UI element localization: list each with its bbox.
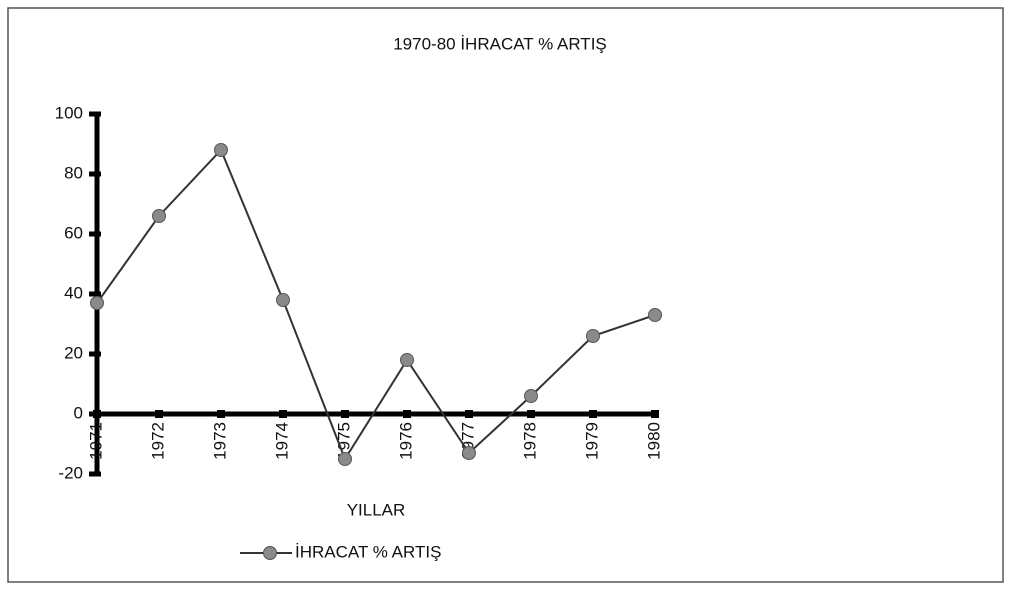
- y-tick-label: 60: [64, 223, 83, 242]
- x-tick: [217, 410, 225, 418]
- x-tick: [527, 410, 535, 418]
- y-tick-label: 0: [74, 403, 83, 422]
- x-tick: [341, 410, 349, 418]
- y-tick-label: 80: [64, 163, 83, 182]
- data-point: [152, 209, 166, 223]
- legend-marker: [263, 546, 277, 560]
- y-tick-label: 100: [55, 103, 83, 122]
- x-tick: [651, 410, 659, 418]
- data-point: [648, 308, 662, 322]
- data-point: [462, 446, 476, 460]
- legend-label: İHRACAT % ARTIŞ: [295, 542, 441, 561]
- data-point: [586, 329, 600, 343]
- x-tick: [93, 410, 101, 418]
- y-tick-label: 40: [64, 283, 83, 302]
- data-point: [524, 389, 538, 403]
- x-tick-label: 1971: [86, 422, 105, 460]
- x-tick: [589, 410, 597, 418]
- x-tick-label: 1978: [520, 422, 539, 460]
- x-tick-label: 1974: [272, 422, 291, 460]
- chart-title: 1970-80 İHRACAT % ARTIŞ: [393, 34, 607, 53]
- x-tick: [155, 410, 163, 418]
- x-tick-label: 1979: [582, 422, 601, 460]
- y-tick-label: 20: [64, 343, 83, 362]
- x-tick-label: 1976: [396, 422, 415, 460]
- x-tick-label: 1973: [210, 422, 229, 460]
- data-point: [214, 143, 228, 157]
- chart-border: [7, 7, 1004, 583]
- x-axis-title: YILLAR: [347, 500, 406, 519]
- x-tick: [403, 410, 411, 418]
- y-tick-label: -20: [58, 463, 83, 482]
- data-point: [276, 293, 290, 307]
- x-tick-label: 1975: [334, 422, 353, 460]
- x-tick-label: 1972: [148, 422, 167, 460]
- data-point: [90, 296, 104, 310]
- series-line: [96, 148, 656, 462]
- data-point: [338, 452, 352, 466]
- x-tick: [465, 410, 473, 418]
- x-tick-label: 1980: [644, 422, 663, 460]
- x-tick: [279, 410, 287, 418]
- data-point: [400, 353, 414, 367]
